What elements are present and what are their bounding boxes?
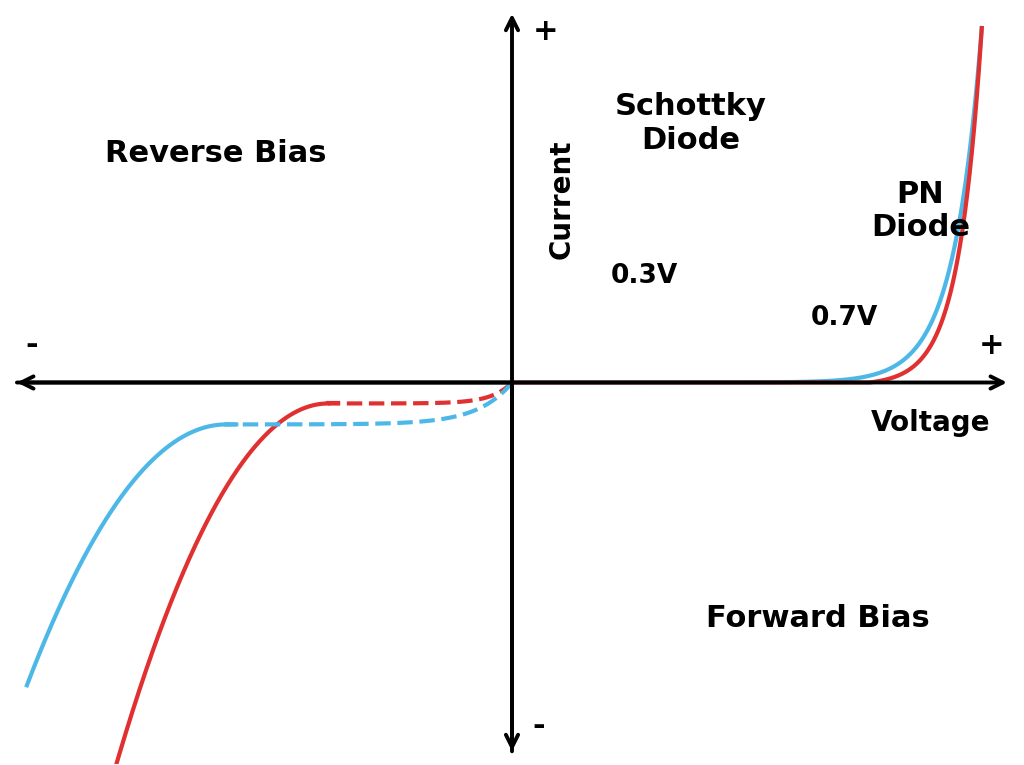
Text: +: + [532, 17, 558, 46]
Text: -: - [532, 711, 545, 741]
Text: 0.7V: 0.7V [810, 304, 878, 330]
Text: PN
Diode: PN Diode [871, 180, 970, 243]
Text: +: + [979, 330, 1005, 360]
Text: Reverse Bias: Reverse Bias [105, 139, 327, 168]
Text: Schottky
Diode: Schottky Diode [614, 92, 767, 155]
Text: Current: Current [548, 140, 575, 259]
Text: Forward Bias: Forward Bias [707, 604, 930, 633]
Text: Voltage: Voltage [871, 409, 990, 437]
Text: 0.3V: 0.3V [611, 263, 678, 289]
Text: -: - [26, 330, 38, 360]
